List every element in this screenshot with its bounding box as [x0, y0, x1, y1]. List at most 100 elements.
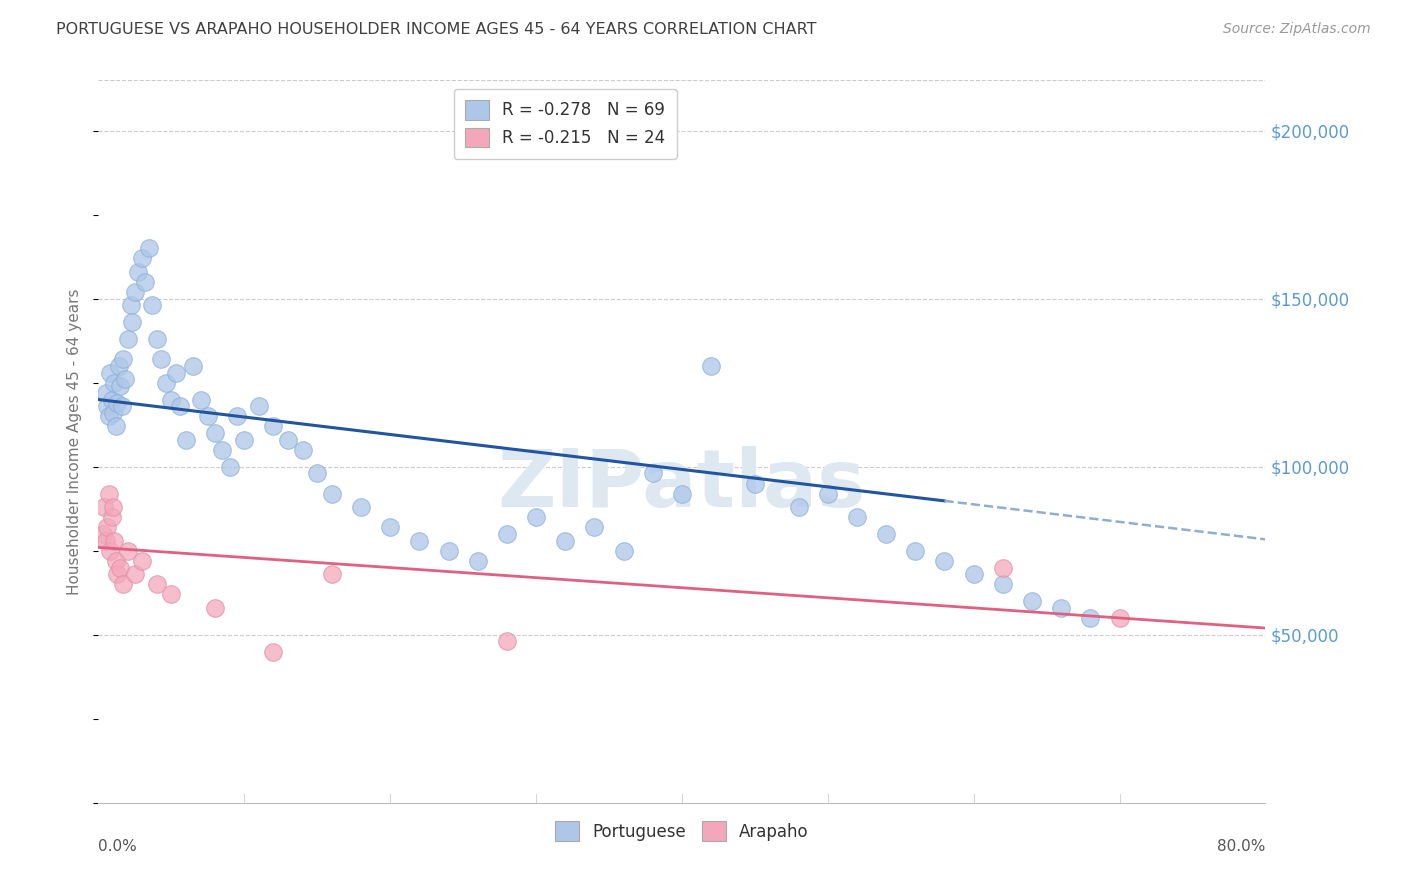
Point	[110, 379, 132, 393]
Point	[247, 399, 270, 413]
Point	[98, 543, 121, 558]
Point	[155, 376, 177, 390]
Point	[321, 567, 343, 582]
Point	[94, 533, 117, 548]
Point	[98, 366, 121, 380]
Point	[875, 527, 897, 541]
Point	[100, 392, 122, 407]
Point	[962, 567, 984, 582]
Point	[190, 392, 212, 407]
Point	[93, 500, 115, 514]
Point	[105, 567, 128, 582]
Point	[204, 426, 226, 441]
Text: 80.0%: 80.0%	[1218, 838, 1265, 854]
Point	[1050, 600, 1073, 615]
Point	[100, 510, 122, 524]
Point	[112, 577, 135, 591]
Point	[101, 500, 124, 514]
Text: PORTUGUESE VS ARAPAHO HOUSEHOLDER INCOME AGES 45 - 64 YEARS CORRELATION CHART: PORTUGUESE VS ARAPAHO HOUSEHOLDER INCOME…	[56, 22, 817, 37]
Point	[496, 527, 519, 541]
Point	[226, 409, 249, 424]
Point	[94, 385, 117, 400]
Point	[114, 372, 136, 386]
Point	[108, 359, 131, 373]
Text: ZIPatlas: ZIPatlas	[498, 446, 866, 524]
Point	[934, 554, 956, 568]
Point	[437, 543, 460, 558]
Point	[262, 644, 284, 658]
Point	[96, 520, 118, 534]
Point	[146, 332, 169, 346]
Point	[218, 459, 240, 474]
Point	[101, 406, 124, 420]
Point	[321, 486, 343, 500]
Point	[134, 275, 156, 289]
Point	[150, 352, 173, 367]
Point	[105, 396, 128, 410]
Point	[904, 543, 927, 558]
Point	[141, 298, 163, 312]
Y-axis label: Householder Income Ages 45 - 64 years: Householder Income Ages 45 - 64 years	[67, 288, 83, 595]
Point	[846, 510, 869, 524]
Point	[174, 433, 197, 447]
Point	[307, 467, 329, 481]
Point	[991, 560, 1014, 574]
Point	[671, 486, 693, 500]
Point	[146, 577, 169, 591]
Point	[1021, 594, 1043, 608]
Point	[127, 265, 149, 279]
Point	[124, 567, 146, 582]
Point	[160, 392, 183, 407]
Point	[104, 554, 127, 568]
Point	[583, 520, 606, 534]
Point	[169, 399, 191, 413]
Point	[211, 442, 233, 457]
Point	[97, 409, 120, 424]
Point	[991, 577, 1014, 591]
Point	[233, 433, 256, 447]
Point	[131, 252, 153, 266]
Point	[131, 554, 153, 568]
Point	[197, 409, 219, 424]
Point	[181, 359, 204, 373]
Point	[787, 500, 810, 514]
Point	[1108, 611, 1130, 625]
Point	[380, 520, 402, 534]
Point	[817, 486, 839, 500]
Text: 0.0%: 0.0%	[98, 838, 138, 854]
Point	[91, 527, 114, 541]
Point	[117, 332, 139, 346]
Point	[104, 419, 127, 434]
Point	[165, 366, 187, 380]
Point	[700, 359, 723, 373]
Point	[641, 467, 664, 481]
Point	[277, 433, 299, 447]
Point	[138, 241, 160, 255]
Point	[160, 587, 183, 601]
Point	[103, 376, 125, 390]
Point	[96, 399, 118, 413]
Point	[524, 510, 547, 524]
Point	[408, 533, 430, 548]
Point	[103, 533, 125, 548]
Point	[97, 486, 120, 500]
Point	[262, 419, 284, 434]
Point	[120, 298, 142, 312]
Point	[467, 554, 489, 568]
Point	[496, 634, 519, 648]
Point	[121, 315, 143, 329]
Point	[117, 543, 139, 558]
Point	[110, 560, 132, 574]
Point	[350, 500, 373, 514]
Point	[554, 533, 576, 548]
Point	[112, 352, 135, 367]
Point	[1080, 611, 1102, 625]
Point	[744, 476, 766, 491]
Point	[204, 600, 226, 615]
Point	[124, 285, 146, 299]
Point	[291, 442, 314, 457]
Text: Source: ZipAtlas.com: Source: ZipAtlas.com	[1223, 22, 1371, 37]
Point	[612, 543, 634, 558]
Point	[111, 399, 134, 413]
Legend: Portuguese, Arapaho: Portuguese, Arapaho	[544, 810, 820, 852]
